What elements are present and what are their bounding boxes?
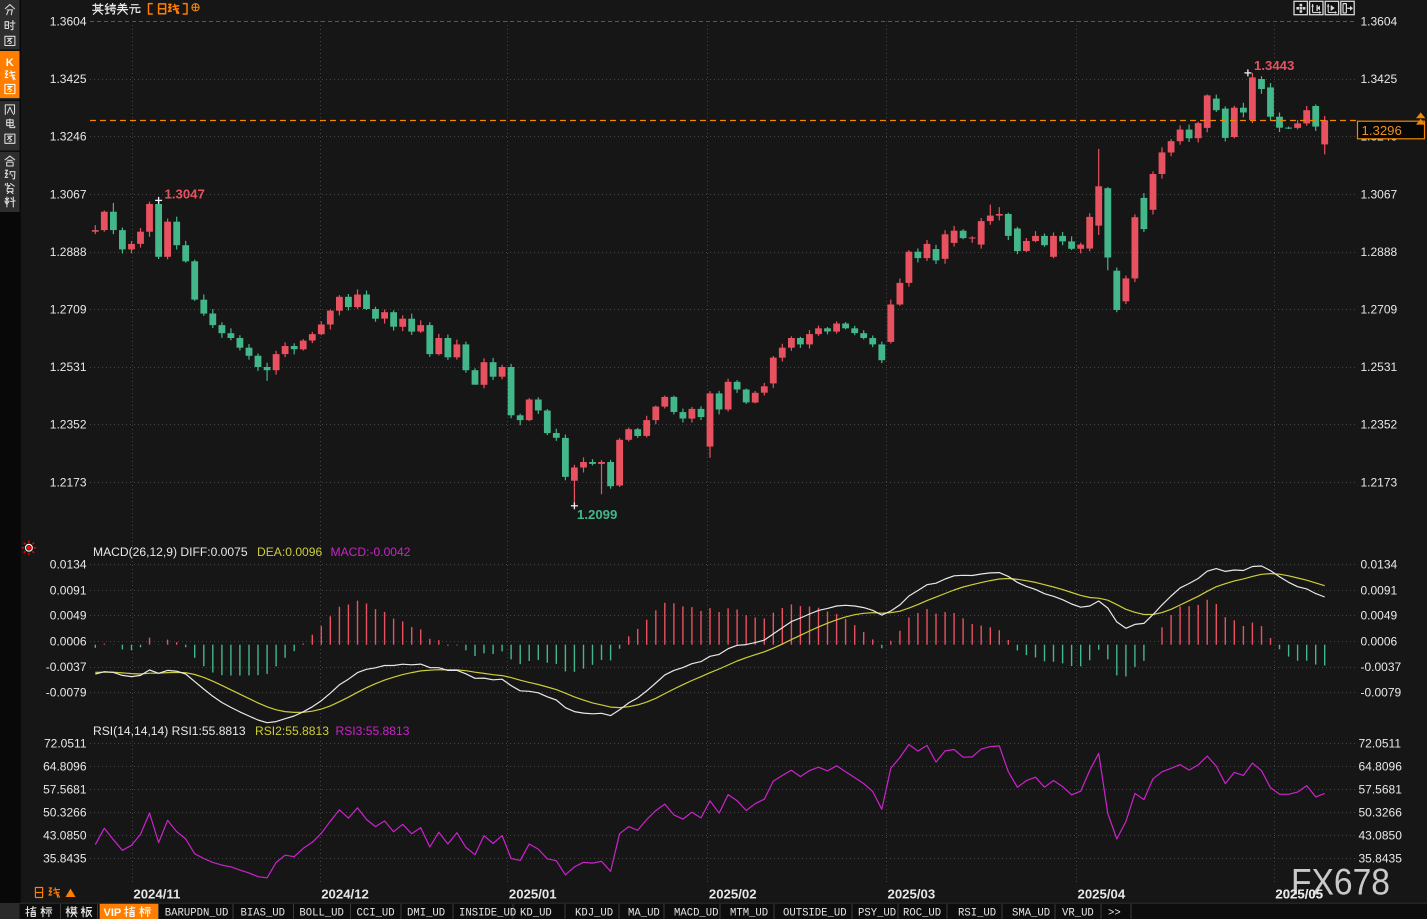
svg-text:1.2709: 1.2709	[50, 303, 87, 317]
svg-text:VR_UD: VR_UD	[1062, 907, 1094, 919]
svg-text:1.3047: 1.3047	[165, 187, 205, 202]
svg-text:1.3067: 1.3067	[1361, 187, 1398, 201]
svg-text:57.5681: 57.5681	[1359, 782, 1403, 796]
svg-text:2024/11: 2024/11	[133, 886, 180, 901]
svg-text:>>: >>	[1108, 907, 1121, 919]
svg-text:-0.0037: -0.0037	[1361, 660, 1402, 674]
svg-text:1.3604: 1.3604	[1361, 14, 1398, 28]
svg-text:BARUPDN_UD: BARUPDN_UD	[165, 907, 229, 919]
svg-text:0.0049: 0.0049	[50, 609, 87, 623]
svg-text:RSI(14,14,14) RSI1:55.8813: RSI(14,14,14) RSI1:55.8813	[93, 724, 246, 738]
svg-text:43.0850: 43.0850	[1359, 828, 1403, 842]
svg-text:50.3266: 50.3266	[1359, 805, 1403, 819]
svg-text:1.2888: 1.2888	[50, 245, 87, 259]
svg-text:1.2531: 1.2531	[1361, 360, 1398, 374]
svg-text:MACD:-0.0042: MACD:-0.0042	[331, 545, 411, 559]
svg-text:0.0049: 0.0049	[1361, 609, 1398, 623]
svg-text:ROC_UD: ROC_UD	[903, 907, 941, 919]
svg-text:2025/05: 2025/05	[1275, 886, 1323, 901]
svg-text:72.0511: 72.0511	[1359, 736, 1402, 750]
svg-text:57.5681: 57.5681	[43, 782, 87, 796]
svg-text:1.3296: 1.3296	[1362, 123, 1402, 138]
svg-text:1.2352: 1.2352	[1361, 418, 1398, 432]
svg-text:0.0006: 0.0006	[50, 634, 87, 648]
svg-text:1.2888: 1.2888	[1361, 245, 1398, 259]
svg-text:1.3067: 1.3067	[50, 187, 87, 201]
svg-text:0.0134: 0.0134	[50, 558, 87, 572]
svg-text:SMA_UD: SMA_UD	[1012, 907, 1050, 919]
svg-text:VIP: VIP	[104, 907, 122, 919]
svg-text:KDJ_UD: KDJ_UD	[575, 907, 613, 919]
svg-text:50.3266: 50.3266	[43, 805, 87, 819]
svg-text:1.2352: 1.2352	[50, 418, 87, 432]
svg-text:RSI3:55.8813: RSI3:55.8813	[336, 724, 410, 738]
svg-text:43.0850: 43.0850	[43, 828, 87, 842]
svg-text:-0.0079: -0.0079	[1361, 685, 1402, 699]
svg-text:KD_UD: KD_UD	[520, 907, 552, 919]
svg-text:35.8435: 35.8435	[43, 851, 87, 865]
svg-text:-0.0037: -0.0037	[46, 660, 87, 674]
svg-text:DEA:0.0096: DEA:0.0096	[257, 545, 322, 559]
svg-text:1.2709: 1.2709	[1361, 303, 1398, 317]
svg-text:1.2173: 1.2173	[50, 475, 87, 489]
svg-text:0.0134: 0.0134	[1361, 558, 1398, 572]
svg-text:MTM_UD: MTM_UD	[730, 907, 768, 919]
svg-text:BIAS_UD: BIAS_UD	[241, 907, 286, 919]
svg-text:MACD_UD: MACD_UD	[674, 907, 719, 919]
svg-text:64.8096: 64.8096	[1359, 759, 1403, 773]
svg-text:1.2531: 1.2531	[50, 360, 87, 374]
svg-text:PSY_UD: PSY_UD	[858, 907, 896, 919]
svg-text:2024/12: 2024/12	[321, 886, 369, 901]
svg-text:-0.0079: -0.0079	[46, 685, 87, 699]
svg-text:FX678: FX678	[1291, 862, 1390, 903]
svg-text:1.2173: 1.2173	[1361, 475, 1398, 489]
svg-text:2025/03: 2025/03	[888, 886, 936, 901]
svg-text:BOLL_UD: BOLL_UD	[299, 907, 344, 919]
svg-text:1.3425: 1.3425	[1361, 72, 1398, 86]
svg-text:0.0091: 0.0091	[50, 583, 87, 597]
svg-text:DMI_UD: DMI_UD	[407, 907, 445, 919]
svg-text:0.0006: 0.0006	[1361, 634, 1398, 648]
svg-text:35.8435: 35.8435	[1359, 851, 1403, 865]
svg-text:1.3443: 1.3443	[1254, 58, 1294, 73]
svg-text:CCI_UD: CCI_UD	[357, 907, 395, 919]
svg-text:2025/02: 2025/02	[709, 886, 757, 901]
svg-text:MA_UD: MA_UD	[628, 907, 660, 919]
svg-text:K: K	[6, 57, 14, 69]
svg-text:1.3246: 1.3246	[50, 130, 87, 144]
svg-text:1.3425: 1.3425	[50, 72, 87, 86]
svg-text:RSI2:55.8813: RSI2:55.8813	[255, 724, 329, 738]
svg-text:2025/04: 2025/04	[1078, 886, 1126, 901]
svg-text:1.2099: 1.2099	[577, 507, 617, 522]
svg-text:64.8096: 64.8096	[43, 759, 87, 773]
svg-text:72.0511: 72.0511	[44, 736, 87, 750]
svg-text:RSI_UD: RSI_UD	[958, 907, 996, 919]
svg-text:2025/05: 2025/05	[1275, 886, 1323, 901]
svg-text:OUTSIDE_UD: OUTSIDE_UD	[783, 907, 847, 919]
svg-text:MACD(26,12,9) DIFF:0.0075: MACD(26,12,9) DIFF:0.0075	[93, 545, 248, 559]
svg-text:0.0091: 0.0091	[1361, 583, 1398, 597]
svg-text:2025/01: 2025/01	[509, 886, 557, 901]
svg-text:1.3604: 1.3604	[50, 14, 87, 28]
svg-text:INSIDE_UD: INSIDE_UD	[459, 907, 516, 919]
